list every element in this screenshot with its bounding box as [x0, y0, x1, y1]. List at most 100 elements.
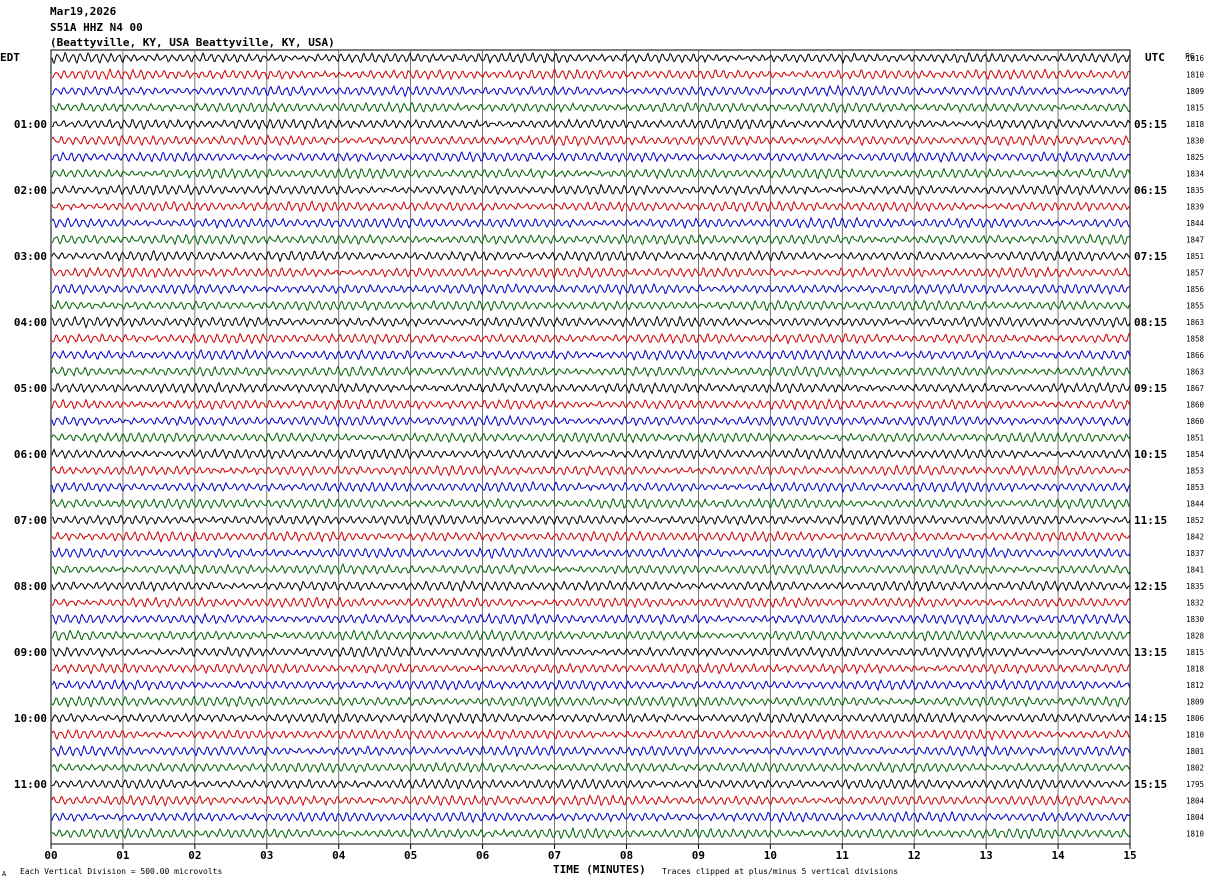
trace-value-label: 1852 [1186, 516, 1204, 525]
seismic-trace [51, 249, 1131, 263]
trace-value-label: 1860 [1186, 401, 1205, 410]
vertical-division-note: Each Vertical Division = 500.00 microvol… [20, 867, 223, 876]
x-tick-label: 06 [476, 849, 490, 862]
trace-value-label: 1804 [1186, 797, 1205, 806]
seismic-trace [51, 826, 1131, 840]
edt-axis-title: EDT [0, 51, 20, 64]
edt-hour-label: 04:00 [14, 316, 47, 329]
trace-value-label: 1834 [1186, 170, 1205, 179]
utc-hour-label: 14:15 [1134, 712, 1167, 725]
station-location: (Beattyville, KY, USA Beattyville, KY, U… [50, 36, 335, 49]
seismic-trace [51, 315, 1131, 329]
utc-hour-label: 05:15 [1134, 118, 1167, 131]
edt-hour-label: 09:00 [14, 646, 47, 659]
trace-value-label: 1866 [1186, 351, 1205, 360]
utc-hour-label: 11:15 [1134, 514, 1167, 527]
plot-header: Mar19,2026 S51A HHZ N4 00 (Beattyville, … [50, 4, 335, 51]
trace-value-label: 1858 [1186, 335, 1205, 344]
utc-hour-label: 13:15 [1134, 646, 1167, 659]
edt-hour-label: 06:00 [14, 448, 47, 461]
seismic-trace [51, 728, 1131, 742]
seismic-trace [51, 233, 1131, 246]
seismic-trace [51, 629, 1131, 642]
trace-value-label: 1812 [1186, 681, 1204, 690]
seismic-trace [51, 282, 1130, 296]
seismic-trace [51, 167, 1131, 180]
seismic-trace [51, 480, 1131, 494]
edt-hour-label: 02:00 [14, 184, 47, 197]
seismic-traces [51, 51, 1131, 840]
trace-value-label: 1810 [1186, 71, 1205, 80]
plot-frame [50, 49, 1131, 845]
seismic-trace [51, 563, 1131, 576]
seismic-trace [51, 431, 1131, 444]
seismic-trace [51, 133, 1130, 147]
trace-value-label: 1853 [1186, 483, 1204, 492]
seismic-trace [51, 398, 1131, 411]
trace-value-label: 1837 [1186, 549, 1204, 558]
seismic-trace [51, 579, 1131, 593]
x-tick-label: 05 [404, 849, 417, 862]
trace-value-label: 1801 [1186, 747, 1204, 756]
seismic-trace [51, 645, 1131, 659]
utc-hour-label: 09:15 [1134, 382, 1167, 395]
seismic-trace [51, 546, 1131, 560]
trace-value-label: 1810 [1186, 731, 1205, 740]
clip-note: Traces clipped at plus/minus 5 vertical … [662, 867, 899, 876]
seismic-trace [51, 365, 1131, 378]
trace-value-label: 1815 [1186, 648, 1204, 657]
trace-value-label: 1851 [1186, 434, 1204, 443]
trace-value-label: 1847 [1186, 236, 1204, 245]
trace-value-label: 1835 [1186, 582, 1204, 591]
x-tick-label: 15 [1123, 849, 1136, 862]
x-tick-label: 07 [548, 849, 561, 862]
utc-axis-title: UTC [1145, 51, 1165, 64]
seismic-trace [51, 810, 1131, 824]
x-tick-label: 10 [764, 849, 777, 862]
trace-value-label: 1863 [1186, 368, 1204, 377]
x-tick-label: 02 [188, 849, 201, 862]
trace-value-label: 1810 [1186, 830, 1205, 839]
seismic-trace [51, 51, 1131, 65]
trace-value-label: 1853 [1186, 467, 1204, 476]
trace-value-label: 1856 [1186, 285, 1205, 294]
edt-hour-label: 07:00 [14, 514, 47, 527]
plot-date: Mar19,2026 [50, 5, 117, 18]
seismic-trace [51, 299, 1131, 312]
seismic-trace [51, 200, 1131, 213]
seismic-trace [51, 497, 1131, 511]
trace-value-label: 1815 [1186, 104, 1204, 113]
corner-mark: A [2, 870, 7, 878]
edt-hour-label: 11:00 [14, 778, 47, 791]
edt-hour-label: 08:00 [14, 580, 47, 593]
seismic-trace [51, 150, 1131, 164]
seismic-trace [51, 744, 1131, 758]
utc-hour-label: 08:15 [1134, 316, 1167, 329]
trace-value-label: 1839 [1186, 203, 1204, 212]
trace-value-label: 1825 [1186, 153, 1204, 162]
trace-value-label: 1844 [1186, 500, 1205, 509]
x-tick-label: 13 [980, 849, 993, 862]
seismic-trace [51, 761, 1131, 774]
edt-hour-label: 03:00 [14, 250, 47, 263]
seismic-trace [51, 447, 1131, 460]
trace-value-label: 1835 [1186, 186, 1204, 195]
seismic-trace [51, 514, 1131, 527]
station-id: S51A HHZ N4 00 [50, 20, 143, 34]
x-tick-label: 01 [116, 849, 130, 862]
seismic-trace [51, 332, 1131, 345]
seismic-trace [51, 414, 1131, 428]
seismic-trace [51, 661, 1131, 675]
trace-value-label: 1809 [1186, 87, 1204, 96]
seismic-trace [51, 183, 1131, 197]
trace-value-label: 1842 [1186, 533, 1204, 542]
edt-hour-label: 05:00 [14, 382, 47, 395]
seismic-trace [51, 464, 1131, 477]
trace-value-label: 1857 [1186, 269, 1204, 278]
x-tick-label: 11 [836, 849, 850, 862]
x-tick-label: 08 [620, 849, 633, 862]
seismic-trace [51, 530, 1131, 544]
trace-value-label: 1832 [1186, 599, 1204, 608]
trace-value-label: 1802 [1186, 764, 1204, 773]
